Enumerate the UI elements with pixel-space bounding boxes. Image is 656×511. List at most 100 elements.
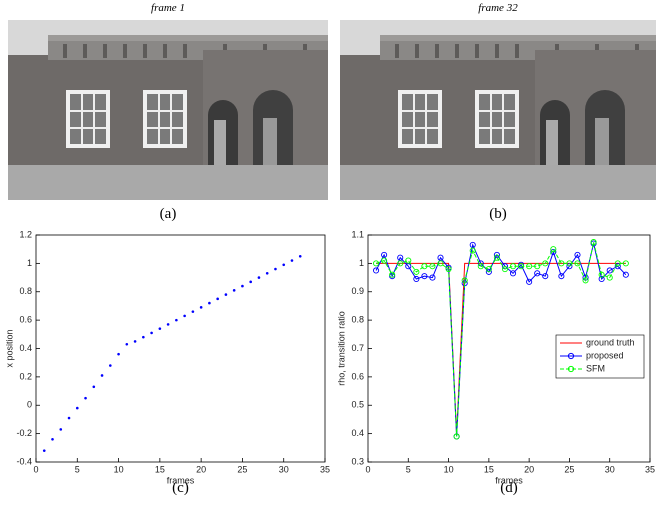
point [59, 428, 63, 431]
y-tick-label: 1 [359, 258, 364, 268]
point [142, 335, 145, 339]
y-tick-label: 0.5 [351, 400, 364, 410]
marker [606, 274, 613, 281]
marker [574, 251, 581, 258]
y-tick-label: 0.8 [351, 315, 364, 325]
marker [413, 275, 420, 283]
point [232, 289, 236, 292]
point [150, 331, 153, 335]
x-tick-label: 25 [237, 464, 247, 474]
x-tick-label: 20 [196, 464, 206, 474]
point [92, 385, 96, 389]
marker [429, 274, 436, 281]
marker [566, 260, 573, 267]
legend-label: ground truth [586, 337, 635, 347]
caption: (a) [160, 206, 177, 222]
marker [485, 265, 492, 273]
point [257, 276, 261, 279]
point [282, 263, 286, 267]
point [100, 374, 104, 377]
legend-marker [567, 352, 575, 360]
marker [381, 251, 388, 258]
y-axis-label: x position [4, 329, 14, 367]
y-tick-label: 0.6 [19, 315, 32, 325]
x-tick-label: 30 [279, 464, 289, 474]
series-line [375, 243, 627, 437]
image-b [339, 19, 656, 201]
marker [622, 271, 629, 278]
y-tick-label: 0.8 [19, 286, 32, 296]
point [199, 306, 203, 309]
point [109, 364, 112, 367]
marker [405, 263, 412, 270]
marker [606, 267, 613, 274]
x-tick-label: 10 [114, 464, 124, 474]
marker [381, 257, 388, 264]
marker [493, 254, 500, 261]
x-tick-label: 25 [564, 464, 574, 474]
x-tick-label: 5 [75, 464, 80, 474]
point [158, 327, 162, 330]
series-line [375, 241, 626, 437]
x-tick-label: 15 [484, 464, 494, 474]
y-tick-label: 1.1 [351, 229, 364, 239]
marker [421, 263, 428, 270]
point [175, 318, 178, 322]
marker [453, 433, 460, 440]
marker [614, 263, 621, 270]
frame-label: frame 32 [478, 2, 518, 14]
point [67, 416, 71, 420]
x-tick-label: 0 [33, 464, 38, 474]
marker [558, 260, 565, 267]
marker [542, 273, 549, 280]
marker [622, 260, 629, 267]
x-tick-label: 0 [365, 464, 370, 474]
y-tick-label: -0.2 [16, 428, 32, 438]
marker [598, 271, 605, 278]
x-tick-label: 30 [605, 464, 615, 474]
y-tick-label: 0.7 [351, 343, 364, 353]
y-tick-label: 1 [27, 258, 32, 268]
marker [429, 263, 436, 270]
marker [437, 260, 444, 267]
marker [413, 268, 420, 275]
point [84, 396, 87, 400]
marker [526, 278, 533, 285]
point [298, 254, 302, 258]
legend-marker [567, 365, 575, 373]
point [265, 272, 269, 275]
marker [526, 263, 533, 270]
marker [534, 270, 541, 277]
point [166, 323, 170, 326]
marker [397, 260, 404, 267]
marker [534, 263, 541, 270]
marker [550, 246, 557, 253]
y-tick-label: 1.2 [19, 229, 32, 239]
marker [469, 241, 476, 248]
y-tick-label: 0.3 [351, 456, 364, 466]
marker [501, 265, 509, 273]
marker [421, 273, 428, 280]
marker [445, 265, 452, 273]
frame-label: frame 1 [151, 2, 185, 14]
marker [574, 260, 581, 267]
x-tick-label: 15 [155, 464, 165, 474]
marker [590, 239, 597, 246]
x-tick-label: 35 [645, 464, 655, 474]
marker [485, 268, 492, 275]
y-tick-label: 0 [27, 400, 32, 410]
marker [405, 257, 412, 264]
y-tick-label: 0.2 [19, 371, 32, 381]
marker [373, 260, 380, 267]
marker [509, 270, 517, 277]
point [208, 301, 211, 305]
caption: (c) [172, 480, 189, 496]
caption: (b) [489, 206, 507, 222]
y-tick-label: 0.4 [19, 343, 32, 353]
point [75, 406, 79, 410]
marker [469, 247, 476, 254]
marker [598, 275, 605, 283]
legend-label: SFM [586, 363, 605, 373]
